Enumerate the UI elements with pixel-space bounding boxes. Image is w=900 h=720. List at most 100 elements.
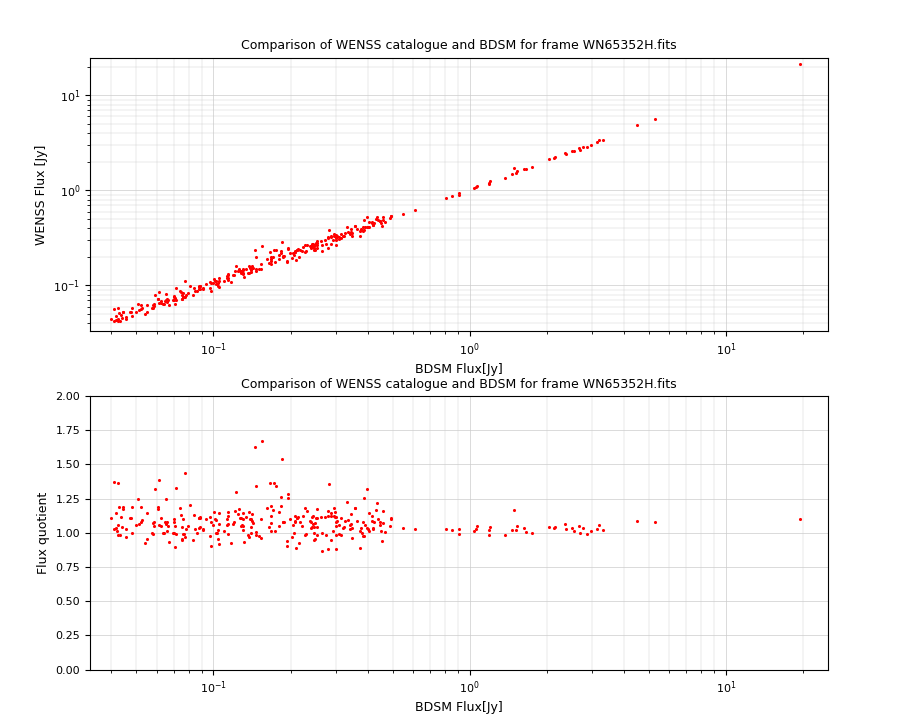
Point xyxy=(109,315,123,326)
Point xyxy=(159,493,174,505)
Point xyxy=(307,240,321,252)
Point xyxy=(242,506,256,518)
Point xyxy=(267,525,282,536)
Point xyxy=(542,153,556,165)
Point xyxy=(340,496,355,508)
Point xyxy=(332,233,347,245)
Point xyxy=(114,312,129,323)
Point xyxy=(320,505,335,517)
Point xyxy=(178,275,193,287)
Point xyxy=(288,246,302,258)
Point xyxy=(276,516,291,528)
Point xyxy=(348,220,363,232)
Point xyxy=(178,532,193,544)
Point xyxy=(356,225,370,236)
Point xyxy=(330,230,345,242)
Point xyxy=(290,245,304,256)
Point xyxy=(269,245,284,256)
Point xyxy=(349,515,364,526)
Point xyxy=(187,282,202,293)
Point xyxy=(151,519,166,531)
Point xyxy=(166,294,180,306)
Point xyxy=(558,518,572,530)
Point xyxy=(140,306,155,318)
Point xyxy=(320,543,335,554)
Point xyxy=(151,297,166,309)
Point xyxy=(519,526,534,538)
Point xyxy=(217,275,231,287)
Point xyxy=(249,252,264,264)
Point xyxy=(542,521,556,532)
Point xyxy=(286,248,301,259)
Point xyxy=(178,292,193,303)
Point xyxy=(314,240,328,251)
Point xyxy=(239,511,254,523)
Point xyxy=(378,216,392,228)
Point xyxy=(307,534,321,545)
Point xyxy=(119,311,133,323)
Point xyxy=(228,266,242,277)
Point xyxy=(373,519,387,531)
Point xyxy=(344,518,358,530)
Point xyxy=(337,230,351,241)
Point xyxy=(236,513,250,525)
Point xyxy=(241,268,256,279)
Point xyxy=(243,266,257,277)
Point xyxy=(245,262,259,274)
Point xyxy=(498,529,512,541)
Point xyxy=(356,225,370,237)
Point xyxy=(112,302,126,313)
Point xyxy=(252,530,266,541)
Point xyxy=(356,531,370,542)
Point xyxy=(236,521,250,532)
Point xyxy=(210,279,224,290)
Point xyxy=(177,528,192,539)
Point xyxy=(364,216,379,228)
Point xyxy=(124,306,139,318)
Point xyxy=(575,141,590,153)
Point xyxy=(329,235,344,246)
Point xyxy=(111,520,125,531)
Point xyxy=(167,294,182,306)
Point xyxy=(241,529,256,541)
Point xyxy=(519,163,534,175)
Point xyxy=(220,274,235,286)
Point xyxy=(131,299,146,310)
Point xyxy=(272,521,286,532)
Point xyxy=(243,264,257,276)
Point xyxy=(243,522,257,534)
Point xyxy=(220,513,235,524)
Point xyxy=(276,251,291,262)
Point xyxy=(134,300,148,311)
Point xyxy=(366,523,381,535)
Point xyxy=(548,521,562,533)
Point xyxy=(252,264,266,275)
Point xyxy=(345,227,359,238)
Point xyxy=(229,261,243,272)
Point xyxy=(124,513,139,524)
Point xyxy=(327,228,341,240)
Point xyxy=(245,516,259,527)
Point xyxy=(220,272,235,284)
Point xyxy=(211,534,225,545)
Point xyxy=(112,315,127,327)
Point xyxy=(505,524,519,536)
Point xyxy=(369,213,383,225)
Point xyxy=(272,253,286,265)
Point xyxy=(272,249,286,261)
Point xyxy=(254,258,268,269)
Point xyxy=(245,260,259,271)
Point xyxy=(303,242,318,253)
Point xyxy=(298,503,312,514)
Point xyxy=(580,528,595,540)
Point xyxy=(330,516,345,527)
Point xyxy=(362,221,376,233)
Point xyxy=(345,230,359,241)
Point xyxy=(340,226,355,238)
Point xyxy=(340,514,355,526)
Point xyxy=(280,256,294,268)
Point xyxy=(306,238,320,250)
Point xyxy=(140,299,154,310)
Point xyxy=(159,525,174,536)
Point xyxy=(166,292,181,303)
